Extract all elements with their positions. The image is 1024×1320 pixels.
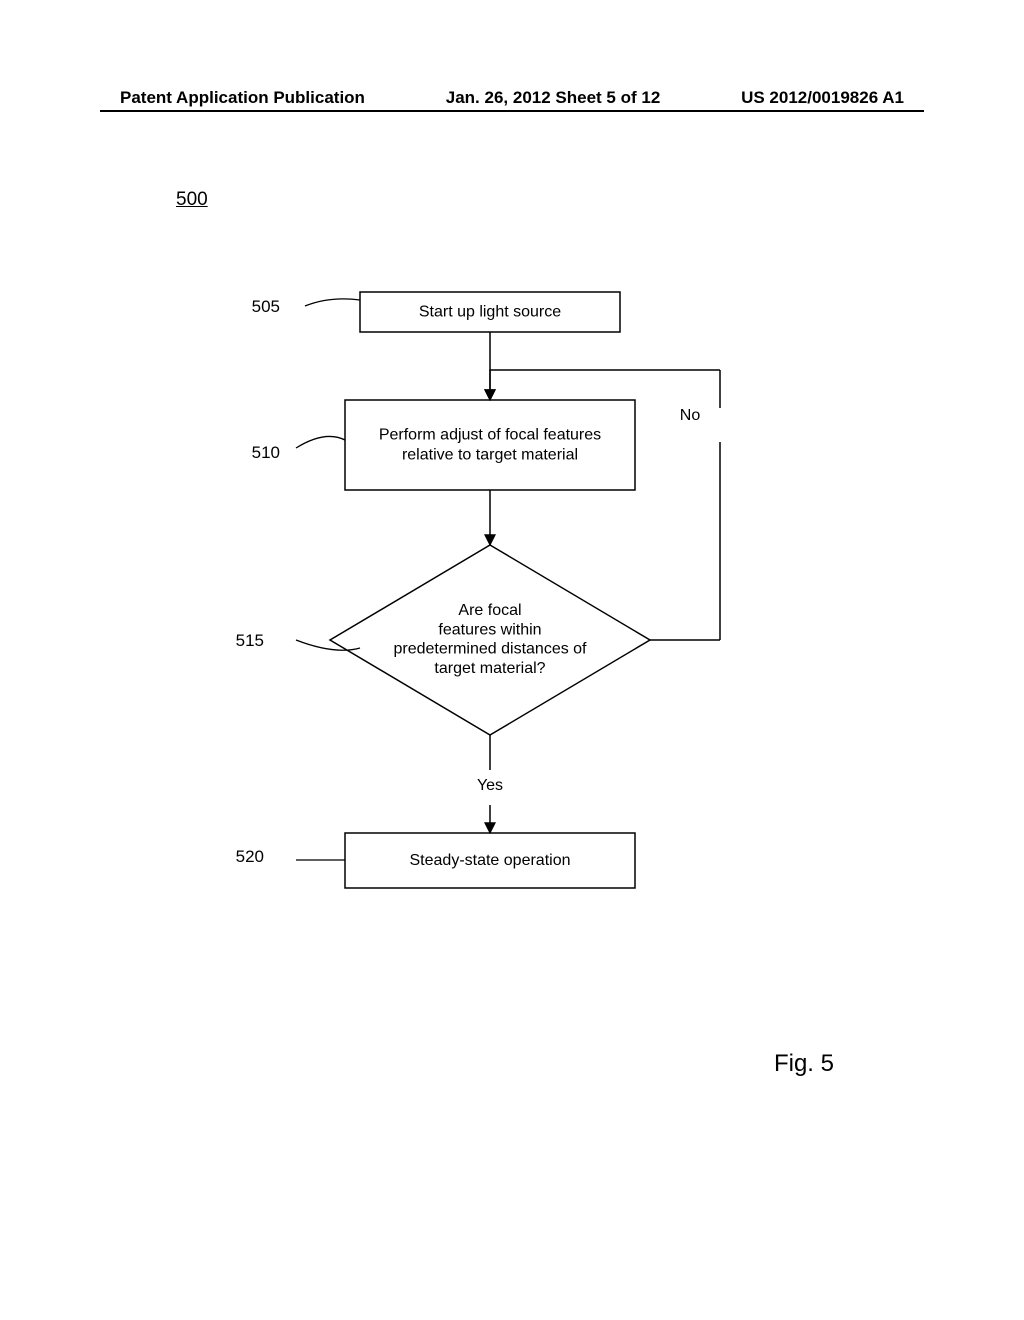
flow-node-text: target material? [434, 660, 545, 677]
ref-leader [296, 436, 345, 448]
flow-node-text: Start up light source [419, 303, 561, 320]
ref-number-510: 510 [252, 443, 280, 462]
flow-node-text: predetermined distances of [394, 641, 588, 658]
flow-edge-label: No [680, 407, 701, 424]
ref-number-515: 515 [236, 631, 264, 650]
page: Patent Application Publication Jan. 26, … [0, 0, 1024, 1320]
ref-number-505: 505 [252, 297, 280, 316]
flow-node-text: Steady-state operation [410, 852, 571, 869]
ref-number-520: 520 [236, 847, 264, 866]
flowchart: Start up light source Perform adjust of f… [0, 0, 1024, 1320]
flow-node-text: Perform adjust of focal features [379, 426, 601, 443]
flow-node-text: relative to target material [402, 446, 578, 463]
flow-node-n510 [345, 400, 635, 490]
figure-label: Fig. 5 [774, 1050, 834, 1078]
flow-node-text: Are focal [458, 602, 521, 619]
flow-edge-label: Yes [477, 777, 503, 794]
flow-node-text: features within [438, 621, 541, 638]
ref-leader [296, 640, 360, 650]
flow-edge [490, 370, 720, 400]
ref-leader [305, 299, 360, 306]
